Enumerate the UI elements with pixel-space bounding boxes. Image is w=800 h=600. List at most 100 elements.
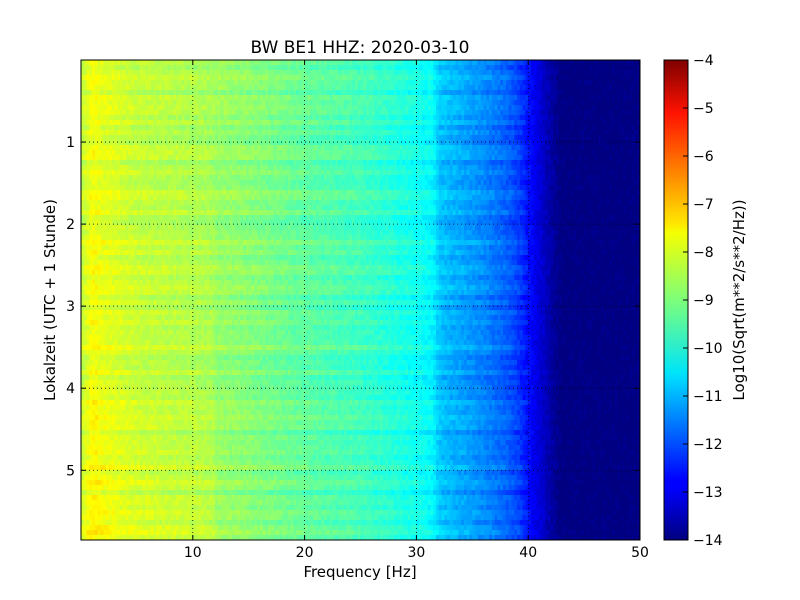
- heatmap-cell: [167, 75, 172, 81]
- heatmap-cell: [572, 75, 577, 81]
- heatmap-cell: [108, 135, 113, 141]
- heatmap-cell: [145, 85, 149, 91]
- heatmap-cell: [136, 70, 141, 76]
- heatmap-cell: [606, 140, 610, 146]
- heatmap-cell: [558, 80, 563, 86]
- heatmap-cell: [374, 140, 378, 146]
- heatmap-cell: [586, 70, 591, 76]
- heatmap-cell: [120, 130, 124, 136]
- heatmap-cell: [592, 70, 596, 76]
- heatmap-cell: [100, 155, 104, 161]
- heatmap-cell: [623, 155, 627, 161]
- heatmap-cell: [108, 110, 113, 116]
- heatmap-cell: [262, 135, 267, 141]
- heatmap-cell: [290, 130, 295, 136]
- heatmap-cell: [94, 125, 99, 131]
- heatmap-cell: [472, 125, 476, 131]
- heatmap-cell: [572, 115, 577, 121]
- heatmap-cell: [103, 125, 107, 131]
- heatmap-cell: [343, 110, 348, 116]
- heatmap-cell: [338, 160, 342, 166]
- heatmap-cell: [81, 120, 85, 126]
- heatmap-cell: [120, 150, 124, 156]
- heatmap-cell: [153, 120, 158, 126]
- heatmap-cell: [391, 95, 395, 101]
- heatmap-cell: [483, 85, 487, 91]
- heatmap-cell: [215, 80, 219, 86]
- heatmap-cell: [626, 80, 630, 86]
- heatmap-cell: [396, 150, 401, 156]
- heatmap-cell: [271, 140, 275, 146]
- heatmap-cell: [321, 145, 325, 151]
- heatmap-cell: [136, 85, 141, 91]
- heatmap-cell: [125, 75, 130, 81]
- heatmap-cell: [195, 115, 199, 121]
- heatmap-cell: [128, 105, 132, 111]
- heatmap-cell: [108, 75, 113, 81]
- heatmap-cell: [117, 60, 121, 66]
- heatmap-cell: [299, 75, 303, 81]
- heatmap-cell: [167, 120, 172, 126]
- heatmap-cell: [299, 175, 303, 181]
- heatmap-cell: [385, 115, 390, 121]
- heatmap-cell: [346, 115, 350, 121]
- heatmap-cell: [128, 90, 132, 96]
- heatmap-cell: [307, 95, 311, 101]
- heatmap-cell: [489, 120, 493, 126]
- heatmap-cell: [511, 110, 515, 116]
- heatmap-cell: [145, 110, 149, 116]
- heatmap-cell: [125, 165, 130, 171]
- heatmap-cell: [357, 120, 362, 126]
- heatmap-cell: [254, 140, 258, 146]
- heatmap-cell: [170, 165, 174, 171]
- heatmap-cell: [153, 125, 158, 131]
- heatmap-cell: [402, 155, 406, 161]
- heatmap-cell: [354, 120, 359, 126]
- heatmap-cell: [480, 135, 485, 141]
- heatmap-cell: [176, 125, 180, 131]
- heatmap-cell: [315, 140, 320, 146]
- heatmap-cell: [508, 165, 513, 171]
- heatmap-cell: [89, 95, 93, 101]
- heatmap-cell: [600, 170, 605, 176]
- heatmap-cell: [296, 120, 300, 126]
- heatmap-cell: [170, 75, 174, 81]
- heatmap-cell: [575, 135, 580, 141]
- heatmap-cell: [586, 65, 591, 71]
- heatmap-cell: [198, 140, 202, 146]
- heatmap-cell: [150, 170, 155, 176]
- heatmap-cell: [296, 60, 300, 66]
- heatmap-cell: [480, 110, 485, 116]
- heatmap-cell: [240, 170, 244, 176]
- heatmap-cell: [609, 100, 613, 106]
- heatmap-cell: [108, 140, 113, 146]
- heatmap-cell: [528, 65, 532, 71]
- heatmap-cell: [374, 170, 378, 176]
- heatmap-cell: [427, 105, 431, 111]
- heatmap-cell: [394, 110, 398, 116]
- heatmap-cell: [469, 175, 473, 181]
- heatmap-cell: [500, 150, 504, 156]
- heatmap-cell: [405, 175, 409, 181]
- heatmap-cell: [494, 170, 499, 176]
- heatmap-cell: [103, 160, 107, 166]
- heatmap-cell: [522, 150, 527, 156]
- heatmap-cell: [458, 90, 462, 96]
- heatmap-cell: [285, 130, 289, 136]
- heatmap-cell: [603, 125, 608, 131]
- heatmap-cell: [285, 165, 289, 171]
- heatmap-cell: [307, 105, 311, 111]
- heatmap-cell: [324, 145, 328, 151]
- heatmap-cell: [489, 65, 493, 71]
- heatmap-cell: [156, 175, 160, 181]
- heatmap-cell: [475, 130, 479, 136]
- heatmap-cell: [338, 165, 342, 171]
- heatmap-cell: [226, 115, 230, 121]
- heatmap-cell: [623, 115, 627, 121]
- heatmap-cell: [282, 140, 286, 146]
- heatmap-cell: [561, 105, 566, 111]
- heatmap-cell: [402, 125, 406, 131]
- heatmap-cell: [176, 175, 180, 181]
- heatmap-cell: [620, 150, 624, 156]
- heatmap-cell: [623, 160, 627, 166]
